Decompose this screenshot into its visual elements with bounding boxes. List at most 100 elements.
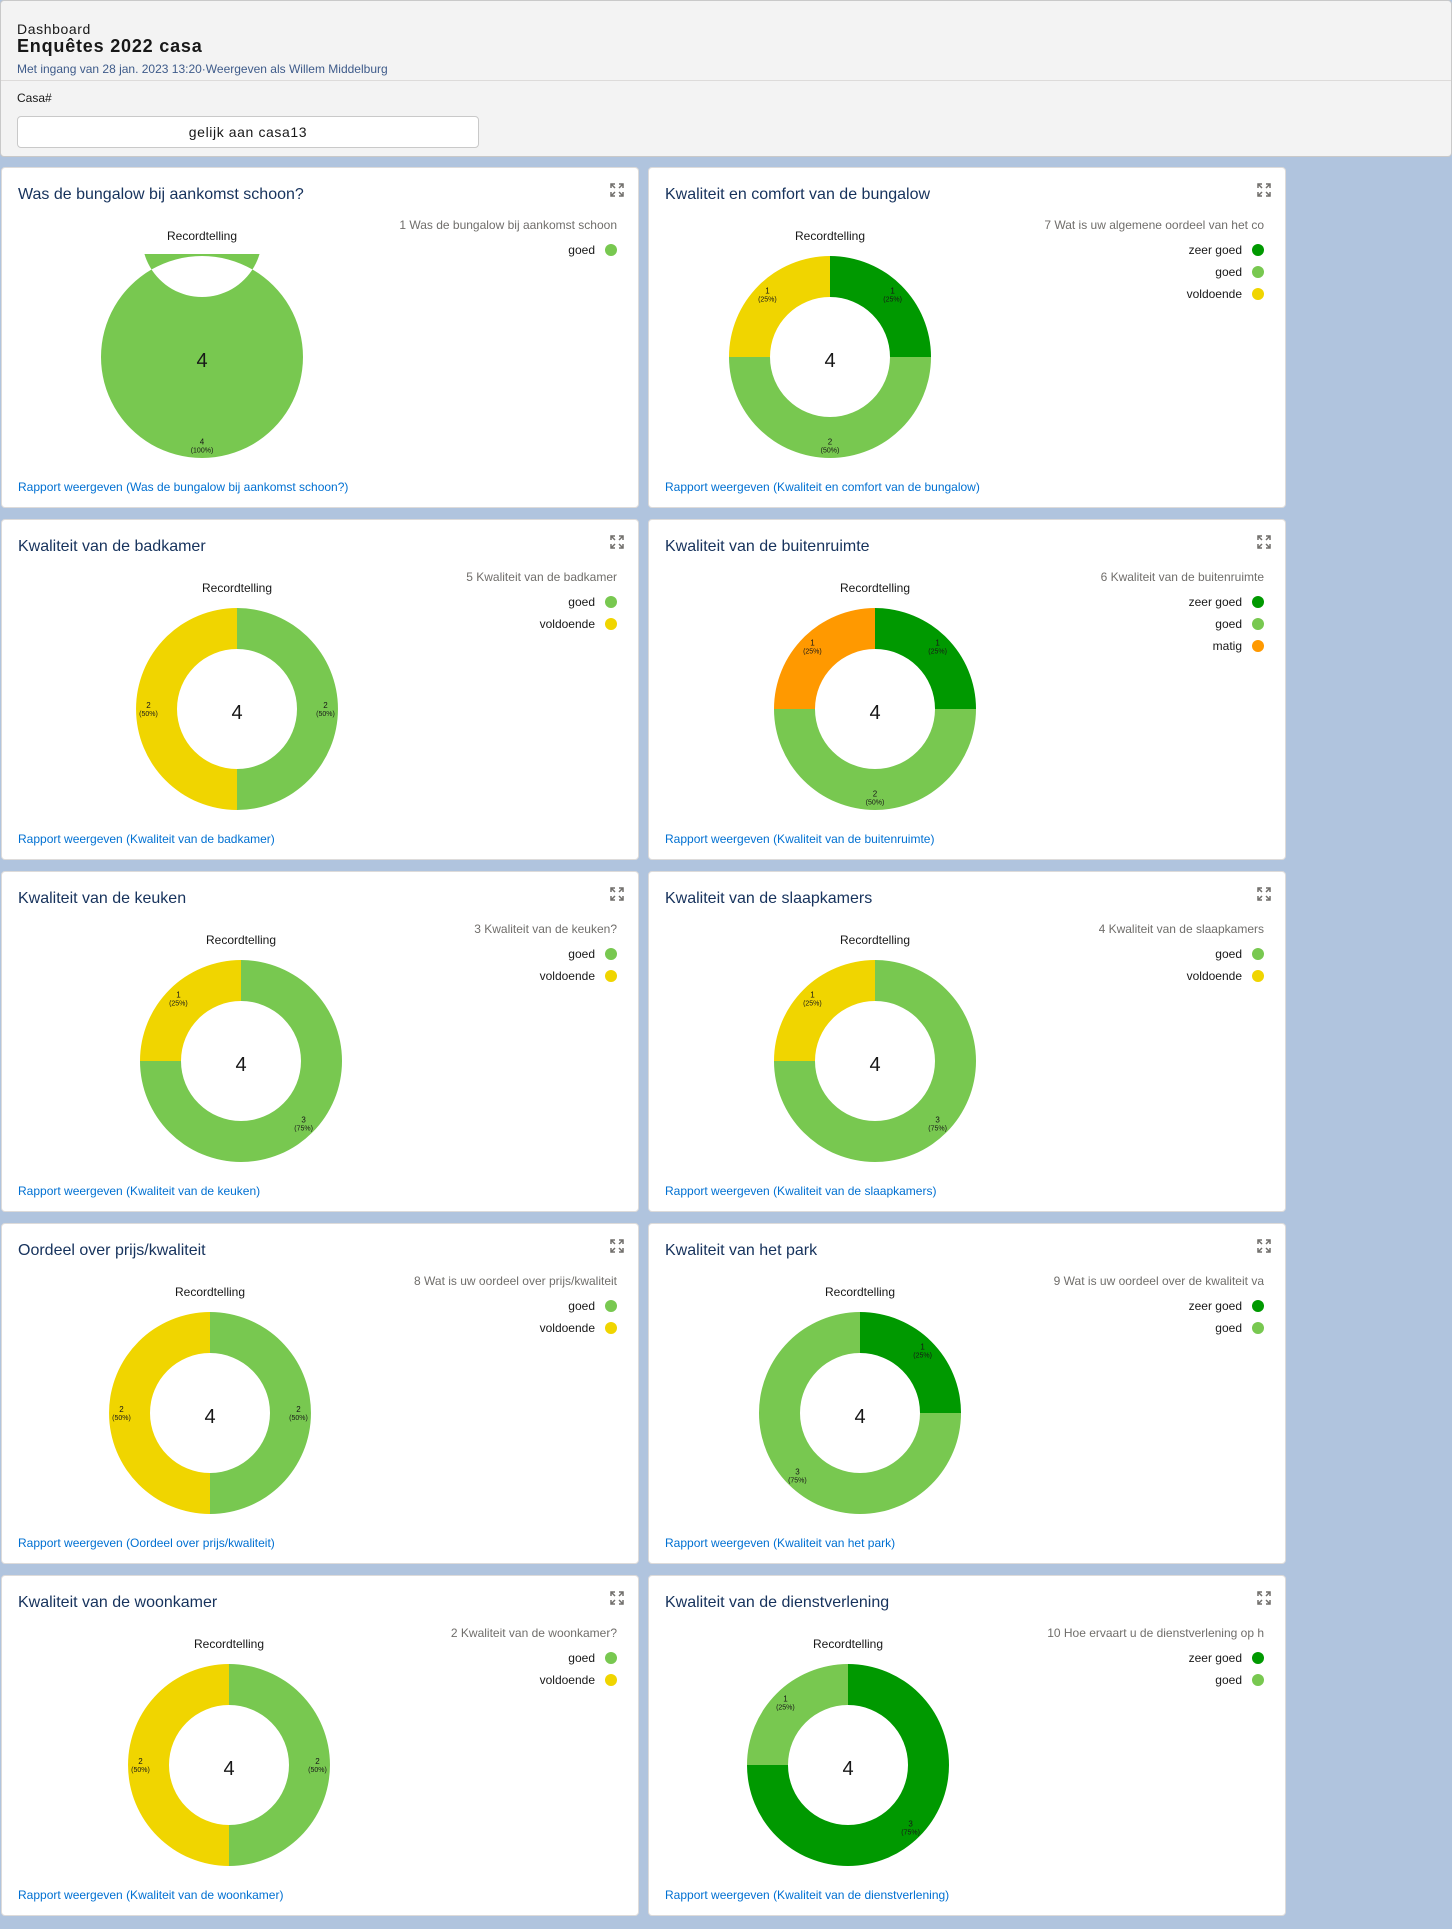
expand-icon[interactable] — [1257, 1239, 1271, 1253]
legend-item[interactable]: voldoende — [1187, 969, 1264, 983]
legend-swatch — [1252, 970, 1264, 982]
view-report-link[interactable]: Rapport weergeven (Oordeel over prijs/kw… — [18, 1536, 275, 1550]
legend-item[interactable]: zeer goed — [1189, 1299, 1264, 1313]
donut-chart[interactable]: 2(50%)2(50%) — [134, 606, 340, 812]
donut-segment[interactable] — [747, 1664, 848, 1765]
donut-segment[interactable] — [774, 709, 976, 810]
view-report-link[interactable]: Rapport weergeven (Kwaliteit van de buit… — [665, 832, 935, 846]
donut-chart[interactable]: 4(100%) — [99, 254, 305, 460]
legend-label: goed — [1215, 947, 1242, 961]
donut-segment[interactable] — [100, 254, 303, 458]
donut-segment[interactable] — [774, 608, 875, 709]
donut-chart[interactable]: 3(75%) 1(25%) — [772, 958, 978, 1164]
donut-segment[interactable] — [774, 960, 875, 1061]
legend-swatch — [1252, 266, 1264, 278]
legend-item[interactable]: voldoende — [540, 1321, 617, 1335]
expand-icon[interactable] — [610, 1239, 624, 1253]
donut-segment[interactable] — [210, 1312, 311, 1514]
donut-chart[interactable]: 1(25%)2(50%)1(25%) — [772, 606, 978, 812]
donut-chart[interactable]: 1(25%)2(50%)1(25%) — [727, 254, 933, 460]
donut-total: 4 — [223, 1758, 235, 1780]
donut-segment[interactable] — [729, 256, 830, 357]
segment-count-label: 3 — [301, 1116, 306, 1125]
expand-icon[interactable] — [610, 535, 624, 549]
donut-segment[interactable] — [237, 608, 338, 810]
donut-segment[interactable] — [109, 1312, 210, 1514]
legend-label: goed — [568, 1651, 595, 1665]
donut-chart[interactable]: 2(50%)2(50%) — [107, 1310, 313, 1516]
view-report-link[interactable]: Rapport weergeven (Kwaliteit van de woon… — [18, 1888, 284, 1902]
legend-swatch — [1252, 1322, 1264, 1334]
legend-item[interactable]: goed — [1215, 947, 1264, 961]
legend-item[interactable]: zeer goed — [1189, 595, 1264, 609]
legend-item[interactable]: voldoende — [540, 617, 617, 631]
segment-percent-label: (50%) — [289, 1415, 308, 1422]
donut-segment[interactable] — [229, 1664, 330, 1866]
legend-label: voldoende — [539, 969, 595, 983]
donut-segment[interactable] — [729, 357, 931, 458]
legend-item[interactable]: goed — [1215, 1673, 1264, 1687]
expand-icon[interactable] — [610, 1591, 624, 1605]
segment-percent-label: (50%) — [131, 1767, 150, 1774]
expand-icon[interactable] — [1257, 1591, 1271, 1605]
legend-item[interactable]: goed — [568, 243, 617, 257]
legend-item[interactable]: zeer goed — [1189, 243, 1264, 257]
donut-segment[interactable] — [875, 608, 976, 709]
expand-icon[interactable] — [1257, 535, 1271, 549]
expand-icon[interactable] — [1257, 887, 1271, 901]
legend-item[interactable]: goed — [568, 1651, 617, 1665]
segment-count-label: 2 — [119, 1405, 124, 1414]
view-report-link[interactable]: Rapport weergeven (Kwaliteit van het par… — [665, 1536, 896, 1550]
chart-card: Was de bungalow bij aankomst schoon? Reco… — [1, 167, 639, 508]
donut-segment[interactable] — [128, 1664, 229, 1866]
donut-chart[interactable]: 3(75%) 1(25%) — [745, 1662, 951, 1868]
donut-total: 4 — [869, 702, 881, 724]
legend-item[interactable]: matig — [1213, 639, 1264, 653]
view-report-link[interactable]: Rapport weergeven (Was de bungalow bij a… — [18, 480, 349, 494]
donut-chart[interactable]: 1(25%) 3(75%) — [757, 1310, 963, 1516]
view-report-link[interactable]: Rapport weergeven (Kwaliteit van de keuk… — [18, 1184, 261, 1198]
legend-item[interactable]: zeer goed — [1189, 1651, 1264, 1665]
legend-item[interactable]: goed — [1215, 265, 1264, 279]
legend-item[interactable]: goed — [568, 1299, 617, 1313]
legend-item[interactable]: goed — [1215, 1321, 1264, 1335]
donut-segment[interactable] — [774, 960, 976, 1162]
expand-icon[interactable] — [610, 183, 624, 197]
expand-icon[interactable] — [1257, 183, 1271, 197]
donut-segment[interactable] — [860, 1312, 961, 1413]
chart-card: Kwaliteit en comfort van de bungalow Reco… — [648, 167, 1286, 508]
donut-segment[interactable] — [759, 1312, 961, 1514]
donut-chart[interactable]: 3(75%) 1(25%) — [138, 958, 344, 1164]
legend-label: goed — [1215, 617, 1242, 631]
legend-item[interactable]: goed — [568, 595, 617, 609]
card-title: Kwaliteit en comfort van de bungalow — [665, 186, 931, 203]
breadcrumb[interactable]: Dashboard — [17, 21, 91, 37]
legend-label: goed — [568, 1299, 595, 1313]
legend-item[interactable]: voldoende — [540, 969, 617, 983]
legend-label: matig — [1212, 639, 1242, 653]
legend-swatch — [1252, 640, 1264, 652]
chart-card: Kwaliteit van de badkamer Recordtelling 2(… — [1, 519, 639, 860]
filter-casa-input[interactable]: gelijk aan casa13 — [17, 116, 479, 148]
donut-segment[interactable] — [136, 608, 237, 810]
donut-segment[interactable] — [140, 960, 342, 1162]
view-report-link[interactable]: Rapport weergeven (Kwaliteit van de slaa… — [665, 1184, 937, 1198]
donut-segment[interactable] — [830, 256, 931, 357]
view-report-link[interactable]: Rapport weergeven (Kwaliteit van de badk… — [18, 832, 275, 846]
donut-chart[interactable]: 2(50%)2(50%) — [126, 1662, 332, 1868]
chart-card: Kwaliteit van de buitenruimte Recordtelli… — [648, 519, 1286, 860]
chart-subtitle: Recordtelling — [193, 1637, 265, 1651]
legend-item[interactable]: voldoende — [1187, 287, 1264, 301]
legend-item[interactable]: goed — [1215, 617, 1264, 631]
legend-swatch — [605, 1674, 617, 1686]
chart-card: Kwaliteit van de dienstverlening Recordte… — [648, 1575, 1286, 1916]
segment-percent-label: (50%) — [821, 448, 840, 455]
legend-item[interactable]: voldoende — [540, 1673, 617, 1687]
view-report-link[interactable]: Rapport weergeven (Kwaliteit en comfort … — [665, 480, 980, 494]
expand-icon[interactable] — [610, 887, 624, 901]
legend-item[interactable]: goed — [568, 947, 617, 961]
segment-count-label: 1 — [920, 1342, 925, 1351]
donut-segment[interactable] — [747, 1664, 949, 1866]
view-report-link[interactable]: Rapport weergeven (Kwaliteit van de dien… — [665, 1888, 950, 1902]
donut-segment[interactable] — [140, 960, 241, 1061]
